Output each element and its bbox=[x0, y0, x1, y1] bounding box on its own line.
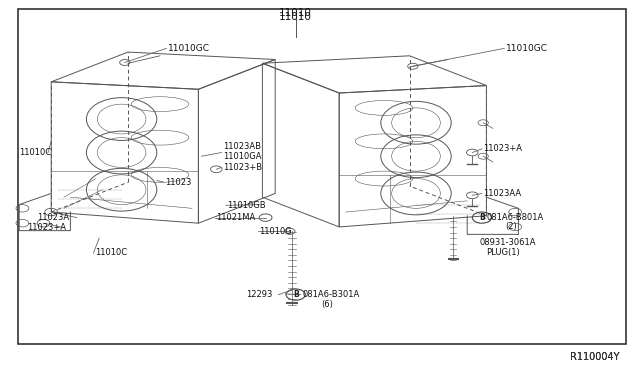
Text: (6): (6) bbox=[321, 300, 333, 309]
Text: 11023+A: 11023+A bbox=[483, 144, 522, 153]
Text: 081A6-B801A: 081A6-B801A bbox=[486, 213, 543, 222]
Text: PLUG(1): PLUG(1) bbox=[486, 248, 520, 257]
Text: 11010GA: 11010GA bbox=[223, 153, 261, 161]
Text: 11010GC: 11010GC bbox=[168, 44, 210, 53]
Text: 11023A: 11023A bbox=[37, 213, 69, 222]
Text: R110004Y: R110004Y bbox=[570, 352, 620, 362]
Text: R110004Y: R110004Y bbox=[570, 352, 620, 362]
Text: 081A6-B301A: 081A6-B301A bbox=[302, 290, 359, 299]
Text: 11023+A: 11023+A bbox=[27, 223, 66, 232]
Text: 11010C: 11010C bbox=[19, 148, 51, 157]
Text: 11010: 11010 bbox=[279, 8, 312, 18]
Text: 11010: 11010 bbox=[279, 12, 312, 22]
Text: B: B bbox=[479, 213, 484, 222]
Text: (2): (2) bbox=[506, 222, 517, 231]
Text: 11010G: 11010G bbox=[259, 227, 292, 236]
Text: 11010GB: 11010GB bbox=[227, 201, 266, 210]
Text: 11023+B: 11023+B bbox=[223, 163, 262, 172]
Text: 11021MA: 11021MA bbox=[216, 213, 255, 222]
Text: 12293: 12293 bbox=[246, 290, 273, 299]
Text: 11010GC: 11010GC bbox=[506, 44, 548, 53]
Text: 11010C: 11010C bbox=[95, 248, 127, 257]
Text: 08931-3061A: 08931-3061A bbox=[480, 238, 536, 247]
Text: 11023AB: 11023AB bbox=[223, 142, 260, 151]
Text: 11023AA: 11023AA bbox=[483, 189, 522, 198]
Text: B: B bbox=[293, 290, 298, 299]
Text: 11023: 11023 bbox=[165, 178, 191, 187]
